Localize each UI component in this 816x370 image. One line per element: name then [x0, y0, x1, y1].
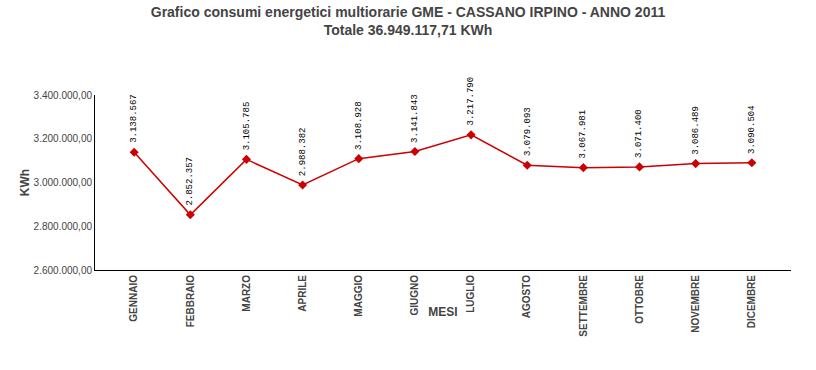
svg-text:AGOSTO: AGOSTO: [521, 275, 532, 318]
svg-text:OTTOBRE: OTTOBRE: [634, 275, 645, 324]
svg-text:NOVEMBRE: NOVEMBRE: [690, 275, 701, 333]
svg-text:3.000.000,00: 3.000.000,00: [34, 177, 93, 188]
svg-text:GENNAIO: GENNAIO: [128, 275, 139, 322]
svg-text:3.200.000,00: 3.200.000,00: [34, 133, 93, 144]
svg-text:3.141.843: 3.141.843: [410, 94, 420, 143]
svg-text:3.105.785: 3.105.785: [242, 102, 252, 151]
svg-text:GIUGNO: GIUGNO: [409, 275, 420, 316]
svg-text:SETTEMBRE: SETTEMBRE: [578, 275, 589, 337]
svg-text:2.800.000,00: 2.800.000,00: [34, 221, 93, 232]
svg-text:3.108.928: 3.108.928: [354, 101, 364, 150]
svg-text:3.086.489: 3.086.489: [691, 106, 701, 155]
svg-text:3.217.790: 3.217.790: [466, 77, 476, 126]
svg-text:MAGGIO: MAGGIO: [353, 275, 364, 317]
svg-text:3.071.400: 3.071.400: [634, 109, 644, 158]
svg-text:2.600.000,00: 2.600.000,00: [34, 265, 93, 276]
svg-text:3.400.000,00: 3.400.000,00: [34, 90, 93, 101]
svg-text:3.079.093: 3.079.093: [523, 107, 533, 156]
svg-text:DICEMBRE: DICEMBRE: [746, 275, 757, 329]
svg-text:KWh: KWh: [18, 169, 32, 196]
svg-text:MESI: MESI: [428, 305, 457, 319]
svg-text:FEBBRAIO: FEBBRAIO: [185, 275, 196, 327]
svg-text:3.067.981: 3.067.981: [578, 110, 588, 159]
svg-text:3.138.567: 3.138.567: [129, 94, 139, 143]
svg-text:Grafico consumi energetici mul: Grafico consumi energetici multiorarie G…: [151, 4, 666, 38]
svg-text:2.988.382: 2.988.382: [298, 128, 308, 177]
svg-text:MARZO: MARZO: [241, 275, 252, 312]
svg-text:LUGLIO: LUGLIO: [465, 275, 476, 313]
svg-text:3.090.504: 3.090.504: [747, 105, 757, 154]
svg-text:APRILE: APRILE: [297, 275, 308, 312]
svg-text:2.852.357: 2.852.357: [185, 157, 195, 206]
